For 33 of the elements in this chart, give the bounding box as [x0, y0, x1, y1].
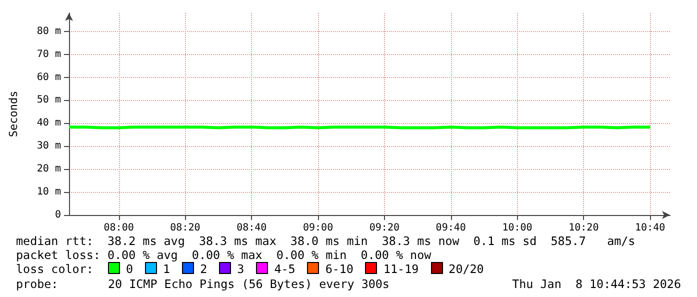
- x-tick-label: 08:40: [236, 222, 267, 234]
- y-tick-label: 50 m: [36, 94, 61, 106]
- y-tick-label: 60 m: [36, 72, 61, 83]
- text: probe:: [16, 277, 58, 291]
- y-tick-label: 10 m: [36, 186, 61, 198]
- text: 11-19: [383, 262, 419, 276]
- y-tick-label: 40 m: [36, 118, 61, 129]
- x-tick-label: 09:00: [302, 222, 334, 234]
- text: 4-5: [274, 262, 296, 276]
- text: Thu Jan 8 10:44:53 2026: [512, 277, 681, 291]
- y-tick-label: 80 m: [36, 26, 61, 37]
- text: 0: [126, 262, 134, 276]
- text: 20 ICMP Echo Pings (56 Bytes) every 300s: [108, 277, 390, 291]
- x-tick-label: 08:00: [104, 222, 134, 234]
- x-tick-label: 09:40: [436, 222, 466, 234]
- text: 1: [163, 262, 170, 276]
- x-tick-label: 09:20: [369, 222, 400, 234]
- text: loss color:: [16, 262, 94, 276]
- x-tick-label: 10:20: [568, 222, 599, 234]
- y-tick-label: 70 m: [36, 48, 61, 60]
- text: 20/20: [448, 262, 484, 276]
- x-tick-label: 10:40: [635, 222, 666, 234]
- y-tick-label: 20 m: [36, 164, 61, 175]
- text: median rtt: 38.2 ms avg 38.3 ms max 38.0 ms min 38.3 ms now 0.1 ms sd 585.7 am/s: [16, 234, 636, 248]
- text: packet loss: 0.00 % avg 0.00 % max 0.00 % min 0.00 % now: [16, 248, 432, 262]
- text: 3: [237, 262, 244, 276]
- y-tick-label: 0: [54, 210, 61, 220]
- x-tick-label: 08:20: [170, 222, 200, 234]
- text: 2: [200, 262, 208, 276]
- x-tick-label: 10:00: [502, 222, 532, 234]
- y-tick-label: 30 m: [36, 140, 61, 152]
- y-axis-title: Seconds: [7, 90, 20, 138]
- text: 6-10: [325, 262, 354, 276]
